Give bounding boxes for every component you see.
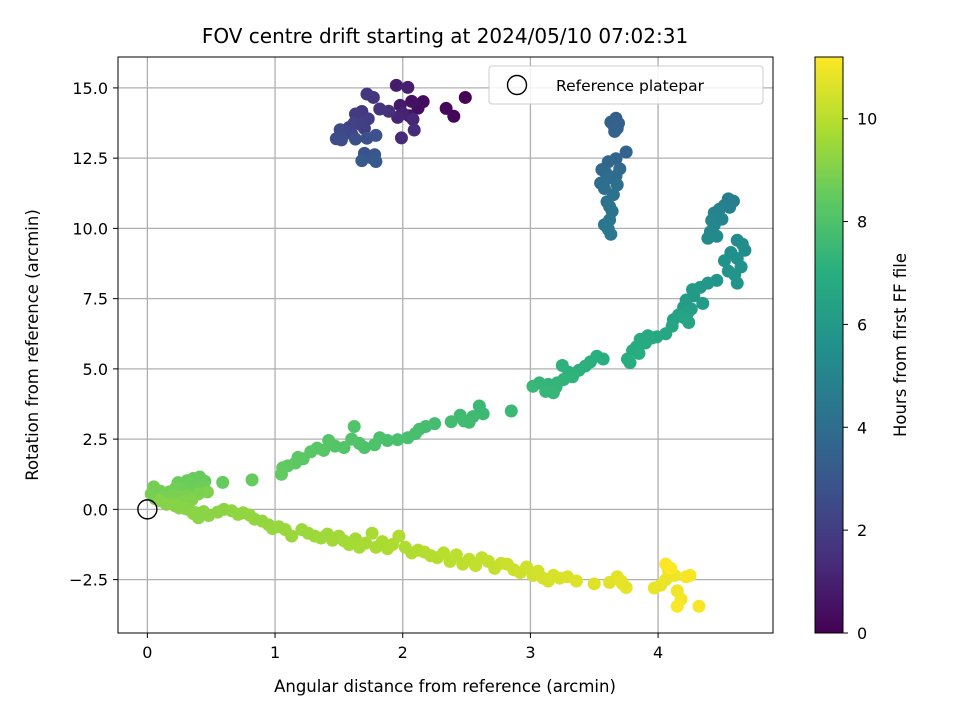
data-point	[369, 155, 383, 169]
data-point	[185, 493, 199, 507]
data-point	[449, 548, 463, 562]
data-point	[401, 431, 415, 445]
data-point	[348, 132, 362, 146]
data-point	[391, 433, 405, 447]
data-point	[462, 415, 476, 429]
y-tick-label: 5.0	[83, 360, 108, 379]
data-point	[664, 561, 678, 575]
y-tick-label: 12.5	[72, 149, 108, 168]
data-point	[368, 438, 382, 452]
data-point	[216, 475, 230, 489]
legend-marker-icon	[506, 74, 528, 96]
data-point	[696, 296, 710, 310]
y-tick-label: 15.0	[72, 79, 108, 98]
y-tick-label: 2.5	[83, 430, 108, 449]
x-axis: 0 1 2 3 4	[142, 633, 663, 662]
data-point	[682, 316, 696, 330]
data-point	[407, 123, 421, 137]
x-tick-label: 1	[270, 643, 280, 662]
data-point	[546, 386, 560, 400]
x-tick-label: 2	[398, 643, 408, 662]
y-tick-label: −2.5	[69, 571, 108, 590]
data-point	[476, 407, 490, 421]
data-point	[200, 485, 214, 499]
data-point	[365, 526, 379, 540]
colorbar-tick-label: 0	[857, 624, 867, 643]
data-point	[738, 243, 752, 257]
y-tick-label: 7.5	[83, 290, 108, 309]
data-point	[569, 574, 583, 588]
data-point	[504, 404, 518, 418]
data-point	[389, 78, 403, 92]
data-points	[144, 78, 752, 613]
data-point	[692, 599, 706, 613]
data-point	[614, 574, 628, 588]
data-point	[369, 128, 383, 142]
x-axis-label: Angular distance from reference (arcmin)	[274, 677, 616, 696]
data-point	[359, 536, 373, 550]
data-point	[458, 90, 472, 104]
data-point	[392, 529, 406, 543]
y-tick-label: 0.0	[83, 500, 108, 519]
data-point	[632, 346, 646, 360]
data-point	[683, 568, 697, 582]
colorbar-tick-label: 6	[857, 315, 867, 334]
data-point	[444, 415, 458, 429]
colorbar-frame	[814, 56, 844, 634]
data-point	[373, 102, 387, 116]
data-point	[701, 231, 715, 245]
chart-title: FOV centre drift starting at 2024/05/10 …	[202, 24, 688, 48]
data-point	[274, 467, 288, 481]
colorbar-gradient	[815, 57, 843, 633]
data-point	[623, 356, 637, 370]
colorbar-tick-label: 2	[857, 521, 867, 540]
colorbar-ticks: 0 2 4 6 8 10	[843, 110, 877, 643]
data-point	[401, 80, 415, 94]
colorbar: 0 2 4 6 8 10 Hours from first FF file	[814, 56, 910, 643]
y-axis-label: Rotation from reference (arcmin)	[23, 209, 42, 481]
data-point	[604, 227, 618, 241]
data-point	[285, 529, 299, 543]
data-point	[610, 178, 624, 192]
reference-point	[137, 499, 158, 520]
colorbar-tick-label: 4	[857, 418, 867, 437]
legend-label: Reference platepar	[556, 77, 705, 95]
legend: Reference platepar	[488, 65, 764, 105]
data-point	[334, 133, 348, 147]
data-point	[555, 359, 569, 373]
data-point	[619, 145, 633, 159]
legend-box	[488, 65, 764, 105]
data-point	[360, 87, 374, 101]
plot-area	[118, 57, 773, 633]
data-point	[345, 432, 359, 446]
data-point	[587, 577, 601, 591]
reference-marker	[137, 499, 158, 520]
data-point	[439, 101, 453, 115]
data-point	[717, 254, 731, 268]
data-point	[186, 507, 200, 521]
x-tick-label: 0	[142, 643, 152, 662]
data-point	[347, 419, 361, 433]
data-point	[355, 154, 369, 168]
x-tick-label: 3	[525, 643, 535, 662]
plot-frame	[117, 56, 774, 634]
data-point	[406, 112, 420, 126]
data-point	[723, 200, 737, 214]
data-point	[394, 131, 408, 145]
data-point	[670, 599, 684, 613]
data-point	[730, 276, 744, 290]
data-point	[322, 434, 336, 448]
y-tick-label: 10.0	[72, 219, 108, 238]
colorbar-tick-label: 8	[857, 213, 867, 232]
x-tick-label: 4	[653, 643, 663, 662]
data-point	[245, 473, 259, 487]
data-point	[526, 379, 540, 393]
data-point	[608, 124, 622, 138]
colorbar-label: Hours from first FF file	[891, 253, 910, 437]
data-point	[405, 94, 419, 108]
y-axis: −2.5 0.0 2.5 5.0 7.5 10.0 12.5 15.0	[69, 79, 118, 590]
colorbar-tick-label: 10	[857, 110, 877, 129]
